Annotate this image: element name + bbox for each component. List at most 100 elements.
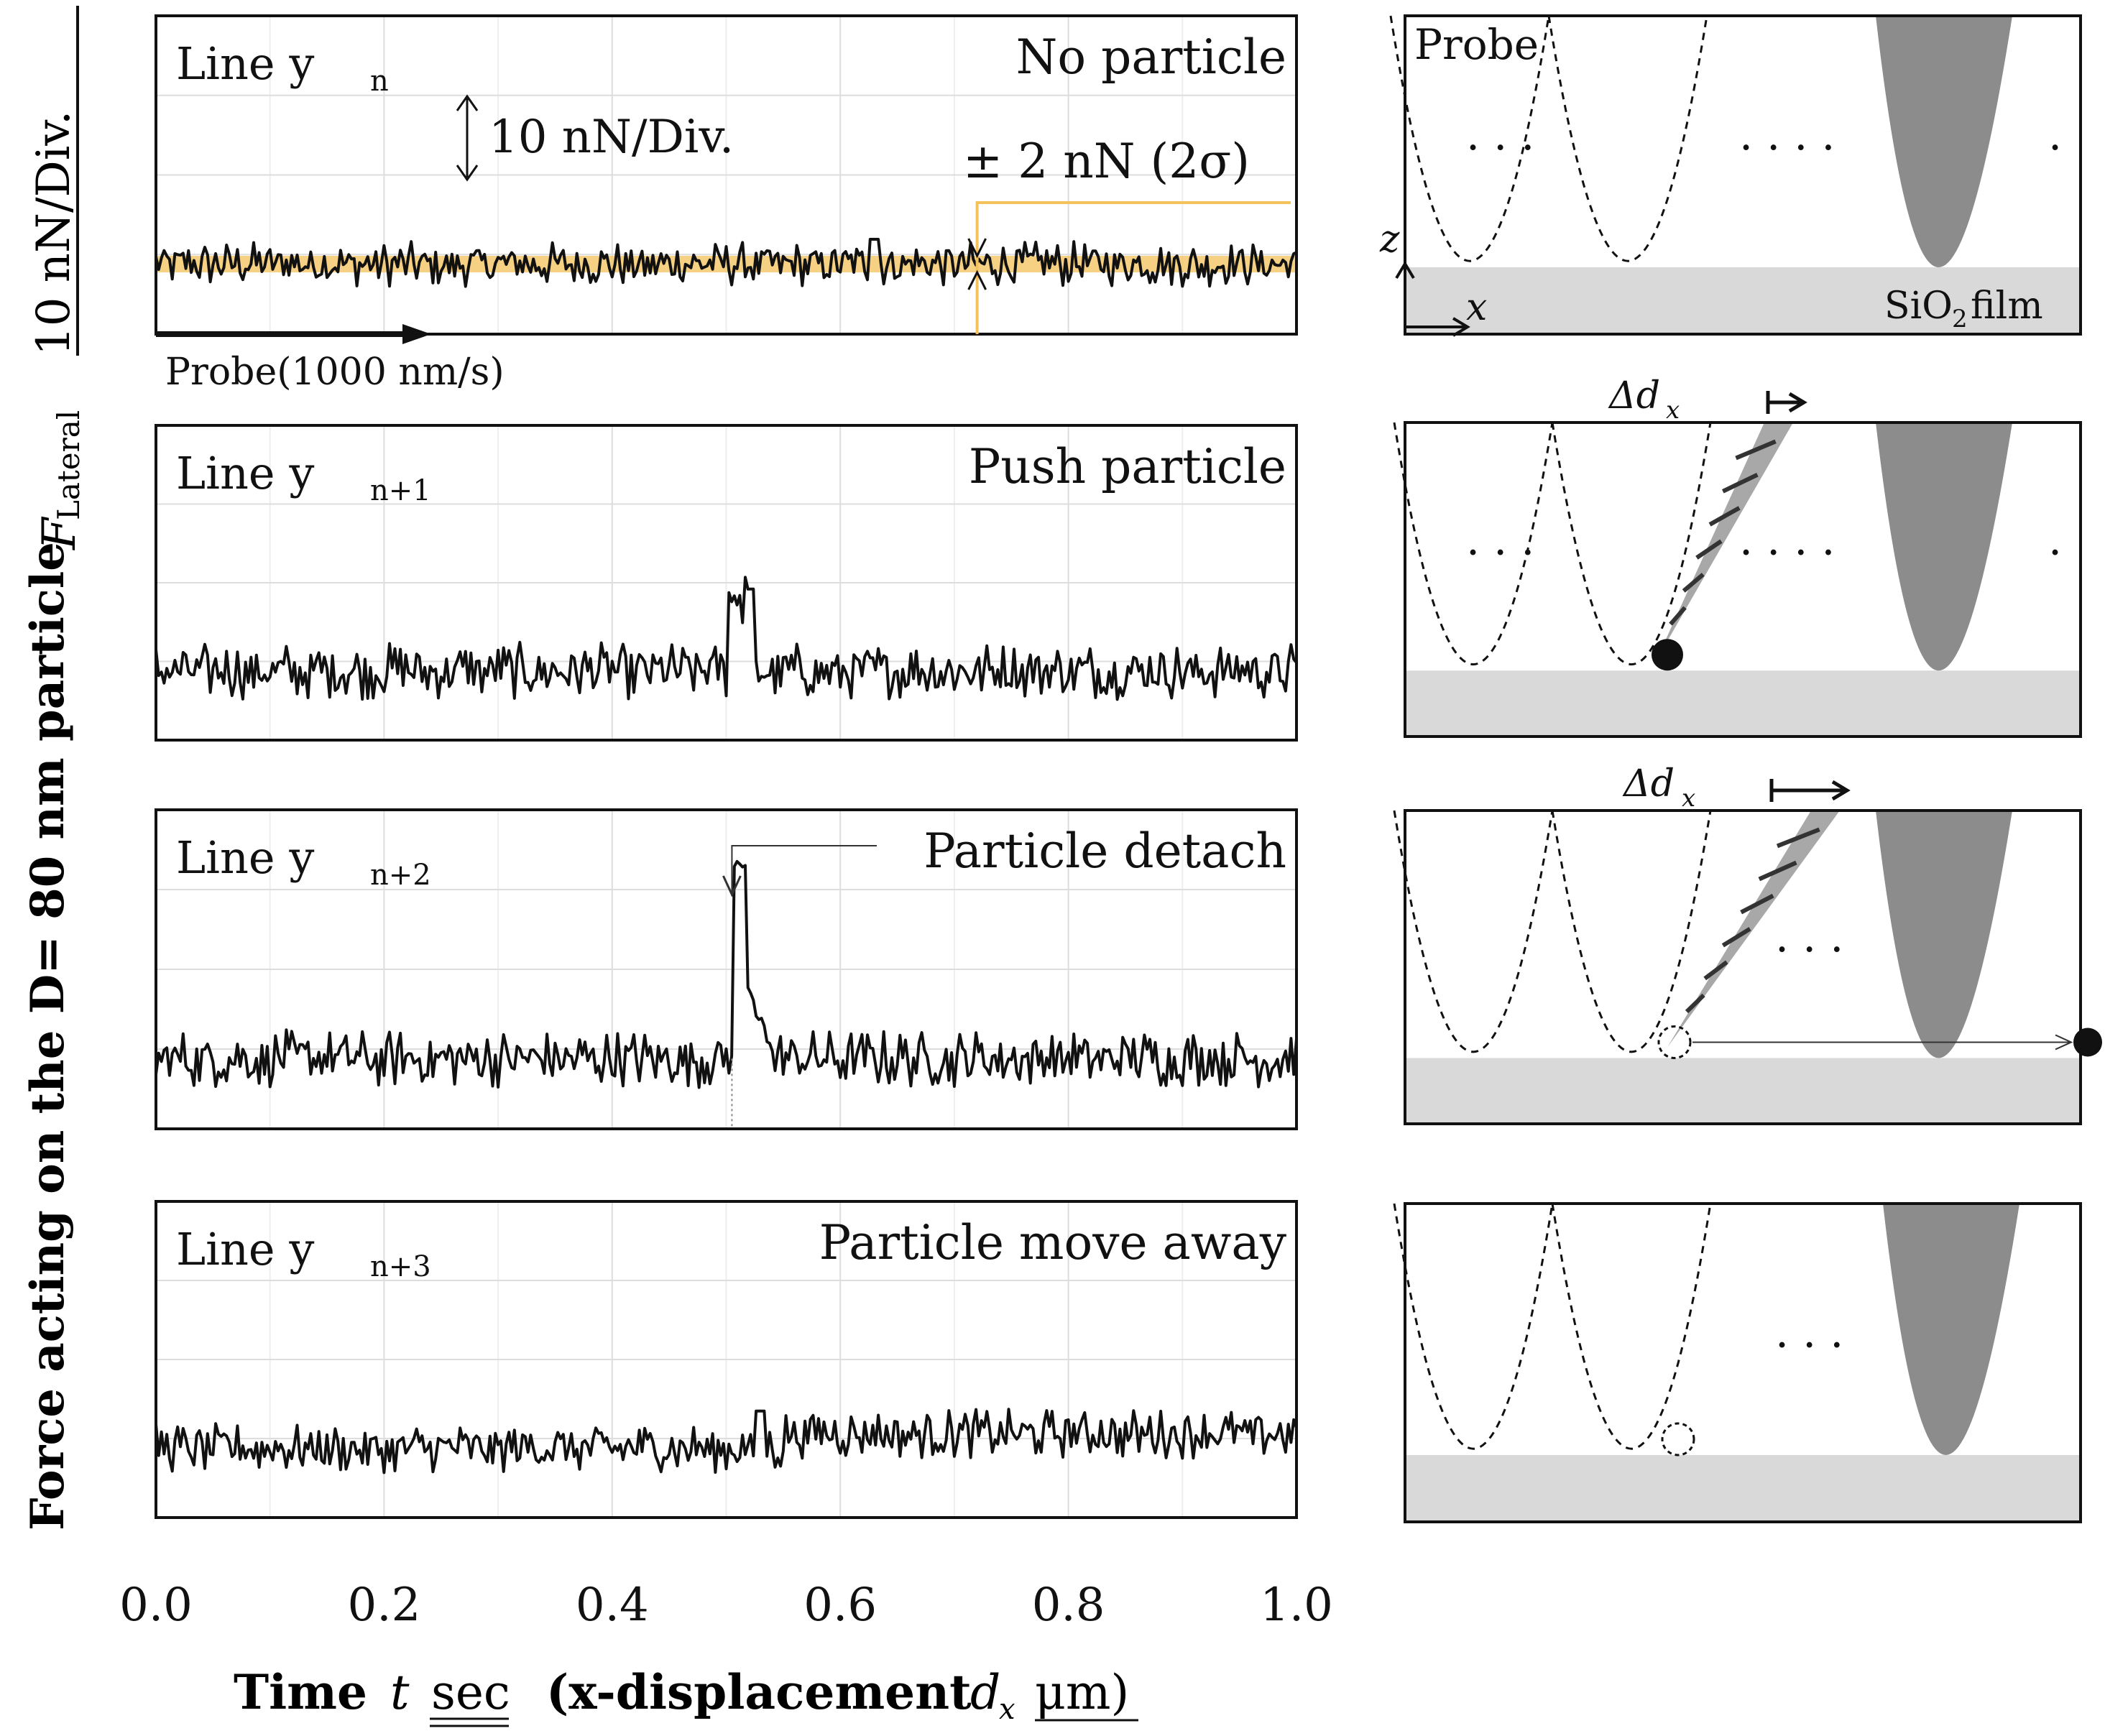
x-axis-label: x bbox=[1466, 286, 1487, 329]
x-tick-label: 0.6 bbox=[803, 1579, 877, 1632]
y-axis-symbol-sub: Lateral bbox=[51, 410, 86, 520]
probe-hatch bbox=[1685, 993, 1705, 1014]
x-tick-label: 0.4 bbox=[576, 1579, 649, 1632]
probe-outline-dashed bbox=[1393, 810, 1554, 1053]
probe-moving bbox=[1667, 811, 1840, 1048]
schematic-3: . . . Δd x bbox=[1393, 762, 2102, 1125]
line-label-sub: n bbox=[370, 65, 389, 98]
probe-outline-dashed bbox=[1551, 810, 1712, 1053]
dot-end: . bbox=[2048, 515, 2062, 565]
probe-outline-dashed bbox=[1393, 1203, 1554, 1450]
detach-arrow-head bbox=[722, 875, 742, 897]
panel-3: Line y n+2 Particle detach bbox=[155, 808, 1298, 1130]
state-label: Particle move away bbox=[819, 1215, 1287, 1270]
dots-right: . . . . bbox=[1739, 515, 1835, 565]
sigma-arrow-up bbox=[967, 269, 987, 290]
x-tick-labels: 0.0 0.2 0.4 0.6 0.8 1.0 bbox=[119, 1579, 1333, 1632]
y-axis-unit: 10 nN/Div. bbox=[27, 111, 80, 356]
sigma-marker-line bbox=[975, 201, 1291, 334]
particle-away bbox=[2073, 1028, 2102, 1057]
x-tick-label: 0.2 bbox=[348, 1579, 421, 1632]
y-axis-symbol: F bbox=[33, 516, 86, 550]
dots-mid: . . . bbox=[1775, 912, 1843, 962]
probe-outline-dashed bbox=[1393, 422, 1554, 666]
panel-2: Line y n+1 Push particle bbox=[155, 424, 1298, 742]
probe-speed-label: Probe(1000 nm/s) bbox=[165, 351, 505, 394]
x-axis-label-dx-sub: x bbox=[999, 1693, 1015, 1726]
dots-left: . . . bbox=[1466, 515, 1534, 565]
x-axis-label-sec: sec bbox=[431, 1665, 510, 1720]
delta-arrow-head bbox=[1788, 392, 1807, 413]
probe-outline-dashed bbox=[1551, 1203, 1712, 1450]
state-label: No particle bbox=[1016, 29, 1286, 85]
x-tick-label: 0.8 bbox=[1032, 1579, 1105, 1632]
line-label-sub: n+2 bbox=[370, 859, 431, 892]
panel-4: Line y n+3 Particle move away bbox=[155, 1200, 1298, 1519]
x-axis-label-time: Time bbox=[234, 1664, 367, 1720]
probe-outline-dashed bbox=[1551, 422, 1712, 666]
line-label: Line y bbox=[176, 831, 314, 884]
probe-hatch bbox=[1708, 506, 1741, 527]
film-label-word: film bbox=[1971, 285, 2043, 328]
particle bbox=[1652, 639, 1683, 671]
panel-frame bbox=[155, 424, 1298, 742]
probe-hatch bbox=[1703, 960, 1728, 981]
sio2-film bbox=[1405, 267, 2081, 334]
schematic-2: . . . . . . . . Δd x bbox=[1393, 374, 2082, 738]
particle-ghost bbox=[1657, 1025, 1692, 1059]
probe-hatch bbox=[1776, 827, 1820, 849]
particle-ghost bbox=[1661, 1422, 1695, 1456]
trace-line bbox=[155, 576, 1298, 701]
trace-line bbox=[155, 238, 1297, 288]
x-tick-label: 0.0 bbox=[119, 1579, 193, 1632]
line-label: Line y bbox=[176, 447, 314, 499]
panel-1: Line y n No particle 10 nN/Div. ± 2 nN (2σ) P… bbox=[155, 14, 1298, 394]
line-label: Line y bbox=[176, 37, 314, 90]
schematic-1: . . . . . . . . Probe SiO 2 film z x bbox=[1379, 14, 2082, 337]
probe-solid bbox=[1876, 811, 2012, 1058]
line-label-sub: n+1 bbox=[370, 474, 431, 507]
trace-line bbox=[155, 1408, 1298, 1474]
film-label-sub: 2 bbox=[1952, 305, 1968, 333]
probe-moving bbox=[1657, 423, 1793, 660]
delta-arrow-head bbox=[1831, 780, 1851, 801]
probe-label: Probe bbox=[1414, 20, 1539, 69]
probe-solid bbox=[1883, 1204, 2019, 1455]
state-label: Push particle bbox=[969, 439, 1286, 494]
x-axis-label-t: t bbox=[390, 1665, 410, 1720]
dots-mid: . . . bbox=[1775, 1307, 1843, 1357]
chart-panels: Line y n No particle 10 nN/Div. ± 2 nN (2σ) P… bbox=[155, 14, 1298, 1519]
delta-label-sub: x bbox=[1666, 396, 1680, 425]
delta-label-sub: x bbox=[1682, 784, 1695, 813]
sio2-film bbox=[1405, 670, 2081, 737]
schematic-4: . . . bbox=[1393, 1202, 2082, 1523]
probe-arrow-head bbox=[402, 324, 431, 344]
probe-hatch bbox=[1682, 573, 1705, 593]
y-axis-label: Force acting on the D= 80 nm particle bbox=[21, 542, 75, 1530]
film-label: SiO bbox=[1884, 285, 1953, 328]
sio2-film bbox=[1405, 1058, 2081, 1124]
probe-solid bbox=[1876, 423, 2012, 671]
x-axis-head bbox=[1452, 317, 1470, 337]
probe-solid bbox=[1876, 16, 2012, 267]
state-label: Particle detach bbox=[923, 823, 1286, 879]
x-axis-label-dx: d bbox=[970, 1665, 1000, 1720]
x-axis-label-disp: (x-displacement bbox=[546, 1664, 972, 1720]
schematic-frame bbox=[1404, 1202, 2082, 1523]
probe-hatch bbox=[1722, 472, 1759, 494]
division-arrow-head bbox=[456, 165, 479, 182]
sigma-label: ± 2 nN (2σ) bbox=[963, 134, 1250, 189]
z-axis-head bbox=[1395, 261, 1415, 280]
probe-hatch bbox=[1695, 539, 1723, 560]
dots-right: . . . . bbox=[1739, 110, 1835, 160]
delta-label: Δd bbox=[1622, 762, 1675, 805]
probe-hatch bbox=[1758, 860, 1797, 882]
panel-frame bbox=[155, 14, 1298, 336]
probe-hatch bbox=[1721, 927, 1751, 948]
sigma-arrow-down bbox=[967, 238, 987, 259]
panel-frame bbox=[155, 1200, 1298, 1519]
schematic-frame bbox=[1404, 809, 2082, 1125]
delta-label: Δd bbox=[1608, 374, 1660, 417]
